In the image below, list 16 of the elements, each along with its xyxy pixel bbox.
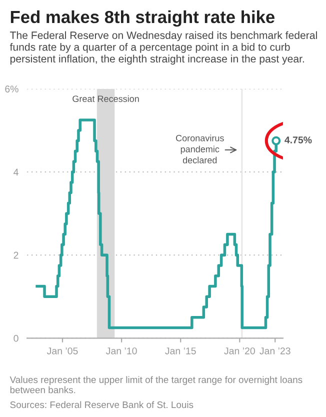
y-tick-label: 4: [14, 168, 18, 176]
text: Values represent the upper limit of the target range for overnight loans between banks.: [10, 376, 302, 394]
ref-line-label: Coronavirus pandemic declared: [176, 134, 224, 164]
x-tick-label: Jan ’23: [260, 347, 290, 354]
chart-subtitle: The Federal Reserve on Wednesday raised its benchmark federal funds rate by a quarter of a percentage point in a bid to curb persistent inflation, the eighth straight increase in the past year.: [10, 31, 317, 65]
x-tick-label: Jan ’15: [165, 348, 196, 354]
y-tick-label: 2: [14, 252, 18, 259]
band-label: Great Recession: [72, 95, 139, 102]
chart-title: Fed makes 8th straight rate hike: [10, 10, 275, 27]
annotation: 4.75%: [284, 136, 312, 144]
y-tick-label: 6%: [5, 86, 18, 92]
x-tick-label: Jan ’05: [46, 347, 78, 354]
y-tick-label: 0: [14, 334, 18, 342]
source-note: Sources: Federal Reserve Bank of St. Louis: [10, 401, 194, 408]
x-tick-label: Jan ’10: [106, 347, 137, 354]
x-tick-label: Jan ’20: [224, 347, 255, 354]
